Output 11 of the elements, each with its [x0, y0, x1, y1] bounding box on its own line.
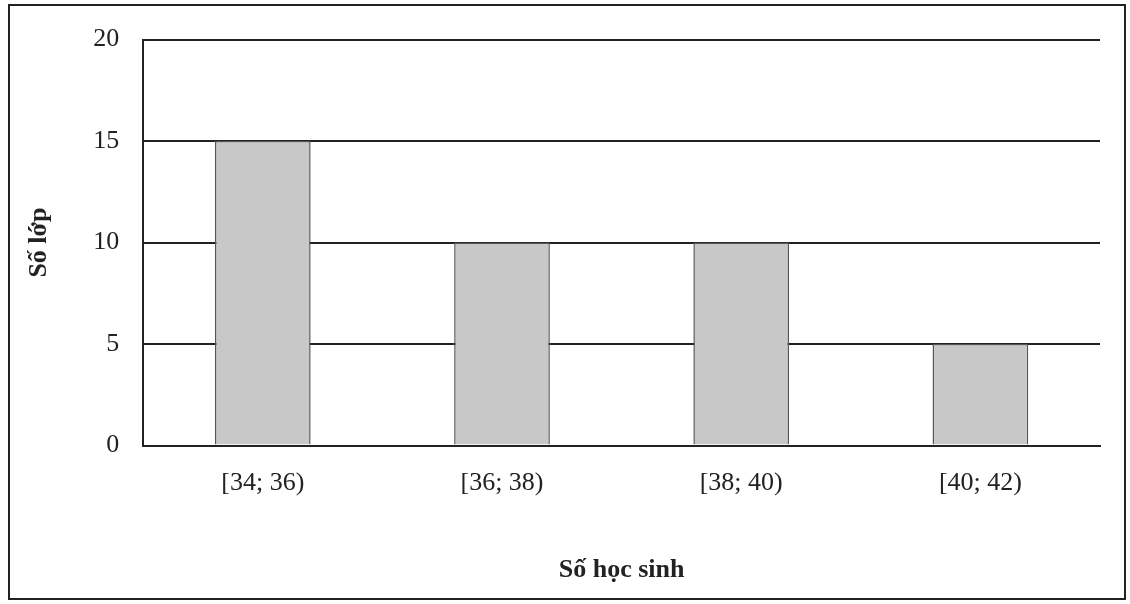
x-tick-label: [38; 40)	[699, 467, 783, 497]
y-tick-label: 0	[106, 429, 120, 459]
y-tick-label: 20	[93, 23, 120, 53]
y-tick-label: 5	[106, 327, 120, 357]
x-tick-label: [36; 38)	[460, 467, 544, 497]
y-tick-label: 15	[93, 124, 120, 154]
x-tick-label: [40; 42)	[938, 467, 1022, 497]
x-tick-label: [34; 36)	[221, 467, 305, 497]
y-tick-label: 10	[93, 226, 120, 256]
y-axis-title: Số lớp	[23, 207, 53, 278]
x-axis-title: Số học sinh	[558, 554, 685, 584]
